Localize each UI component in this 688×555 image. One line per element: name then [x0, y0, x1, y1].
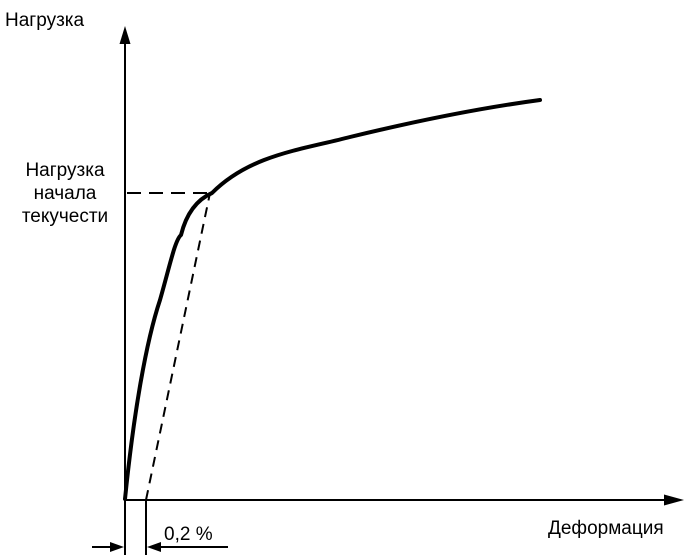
y-axis-arrowhead	[119, 26, 131, 44]
load-curve	[123, 98, 542, 501]
dimension-arrow-left-head	[110, 542, 124, 552]
yield-label-line3: текучести	[22, 206, 108, 227]
offset-dashed-line	[145, 192, 211, 501]
x-axis-label: Деформация	[548, 518, 664, 539]
yield-label-line1: Нагрузка	[25, 160, 105, 181]
dimension-arrow-right-head	[147, 542, 161, 552]
offset-label: 0,2 %	[164, 524, 213, 545]
y-axis-label: Нагрузка	[5, 10, 85, 31]
yield-label-line2: начала	[34, 183, 97, 204]
x-axis-arrowhead	[664, 494, 684, 506]
